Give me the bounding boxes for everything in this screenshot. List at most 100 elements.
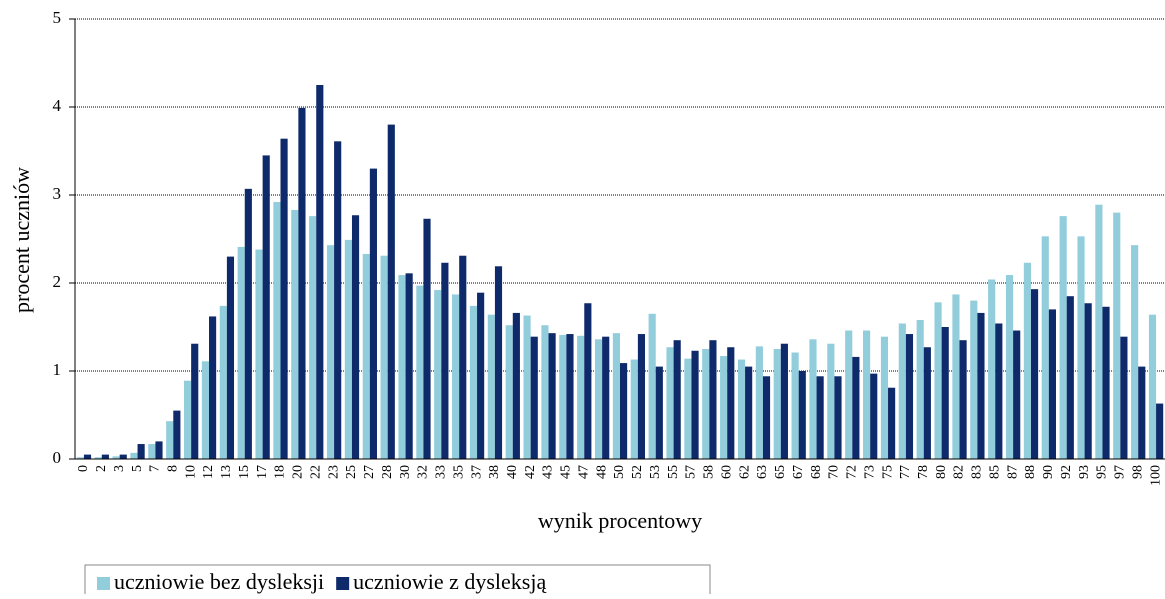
legend-label: uczniowie z dysleksją [353, 569, 546, 594]
bar [1120, 336, 1128, 459]
y-tick-label: 3 [53, 184, 62, 203]
x-tick-label: 17 [255, 465, 270, 479]
x-tick-label: 38 [487, 465, 502, 479]
x-tick-label: 8 [165, 465, 180, 472]
x-tick-label: 58 [702, 465, 717, 479]
bar [863, 330, 871, 459]
bar [209, 316, 217, 459]
bar [76, 457, 84, 459]
bar [1013, 330, 1021, 459]
x-tick-label: 27 [362, 465, 377, 479]
bar [452, 294, 460, 459]
bar [852, 356, 860, 459]
x-tick-label: 78 [916, 465, 931, 479]
y-tick-label: 1 [53, 360, 62, 379]
bar [1148, 314, 1157, 459]
bar [1005, 275, 1014, 459]
bar [905, 334, 914, 459]
x-tick-label: 57 [684, 465, 699, 479]
x-tick-label: 60 [719, 465, 734, 479]
bar [780, 343, 788, 459]
bar [745, 366, 753, 459]
x-tick-label: 42 [523, 465, 538, 479]
y-tick-label: 0 [53, 448, 62, 467]
x-tick-label: 100 [1148, 465, 1163, 486]
x-tick-label: 32 [416, 465, 431, 479]
x-tick-label: 62 [737, 465, 752, 479]
bar [798, 371, 806, 459]
bar [273, 202, 281, 460]
legend-box [84, 564, 711, 599]
bar [870, 373, 878, 459]
bar [244, 188, 252, 459]
bar [648, 313, 656, 459]
bar [762, 376, 771, 459]
bar [94, 457, 102, 459]
bar [594, 339, 603, 459]
bar [809, 339, 817, 459]
bar [369, 168, 377, 459]
bar [934, 302, 942, 459]
bar [459, 255, 467, 459]
bar [291, 209, 299, 459]
bar [255, 249, 263, 459]
bar [201, 361, 210, 459]
x-tick-label: 88 [1023, 465, 1038, 479]
bar [423, 218, 431, 459]
bar [309, 216, 317, 459]
y-tick-label: 5 [53, 8, 62, 27]
x-tick-label: 5 [130, 465, 145, 472]
bar [1095, 204, 1103, 459]
bar [655, 366, 663, 459]
bar [530, 336, 538, 459]
bar [988, 279, 996, 459]
bar [137, 444, 145, 459]
bar [344, 239, 352, 459]
x-tick-label: 25 [344, 465, 359, 479]
x-tick-label: 77 [898, 465, 913, 479]
x-tick-label: 35 [451, 465, 466, 479]
x-tick-label: 67 [791, 465, 806, 479]
bar [1131, 245, 1139, 459]
bar [191, 343, 199, 459]
x-tick-label: 23 [326, 465, 341, 479]
bar [83, 454, 92, 459]
bar [405, 273, 413, 459]
bar [637, 334, 646, 459]
x-tick-label: 93 [1077, 465, 1092, 479]
x-tick-label: 52 [630, 465, 645, 479]
y-tick-label: 4 [53, 96, 62, 115]
x-tick-label: 97 [1113, 465, 1128, 479]
bar [952, 294, 960, 459]
x-tick-label: 98 [1130, 465, 1145, 479]
x-tick-label: 95 [1095, 465, 1110, 479]
bar [184, 380, 192, 459]
bar [880, 336, 889, 459]
bar [148, 444, 156, 459]
bar [262, 155, 270, 459]
x-tick-label: 73 [862, 465, 877, 479]
bar [827, 343, 835, 459]
x-tick-label: 82 [952, 465, 967, 479]
x-tick-label: 20 [291, 465, 306, 479]
bar [959, 340, 967, 459]
bar [494, 266, 503, 459]
bar [155, 441, 163, 459]
x-tick-label: 47 [576, 465, 591, 479]
bar [351, 215, 360, 459]
x-tick-label: 7 [148, 465, 163, 472]
x-tick-label: 68 [809, 465, 824, 479]
x-tick-label: 83 [970, 465, 985, 479]
bar [691, 350, 699, 459]
bar [791, 352, 799, 459]
bar [130, 452, 138, 459]
x-tick-label: 40 [505, 465, 520, 479]
bar [237, 246, 245, 459]
x-tick-label: 80 [934, 465, 949, 479]
x-tick-label: 43 [541, 465, 556, 479]
bar [602, 336, 610, 459]
bar [1048, 309, 1056, 459]
bar [727, 347, 735, 459]
